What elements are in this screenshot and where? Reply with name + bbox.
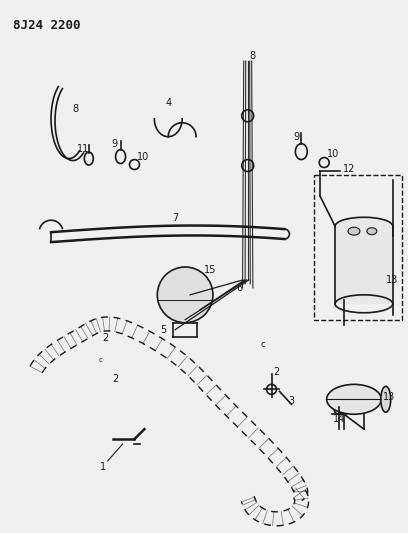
Text: 7: 7 [172, 213, 178, 223]
Text: 2: 2 [102, 333, 109, 343]
Ellipse shape [381, 386, 391, 412]
Text: 13: 13 [383, 392, 395, 402]
Ellipse shape [367, 228, 377, 235]
Text: 11: 11 [77, 143, 89, 154]
Ellipse shape [348, 227, 360, 235]
Text: 12: 12 [343, 164, 355, 174]
Text: 8: 8 [250, 51, 256, 61]
Text: 8: 8 [73, 104, 79, 114]
Text: 8J24 2200: 8J24 2200 [13, 19, 81, 33]
Text: 2: 2 [113, 374, 119, 384]
Text: c: c [260, 340, 265, 349]
Bar [314, 175, 401, 320]
Text: 13: 13 [386, 275, 398, 285]
Text: 1: 1 [100, 462, 106, 472]
Text: 14: 14 [333, 414, 345, 424]
Ellipse shape [327, 384, 381, 414]
Text: 10: 10 [137, 151, 150, 161]
Text: 9: 9 [293, 132, 299, 142]
Text: 4: 4 [165, 98, 171, 108]
Text: c: c [99, 357, 103, 362]
Text: 10: 10 [327, 149, 339, 159]
Text: 5: 5 [160, 325, 166, 335]
Ellipse shape [335, 217, 393, 235]
Circle shape [157, 267, 213, 322]
Text: 6: 6 [237, 283, 243, 293]
Text: 3: 3 [288, 397, 295, 406]
Text: 15: 15 [204, 265, 216, 275]
Text: 2: 2 [273, 367, 279, 377]
Bar [335, 226, 393, 304]
Text: 9: 9 [111, 139, 118, 149]
